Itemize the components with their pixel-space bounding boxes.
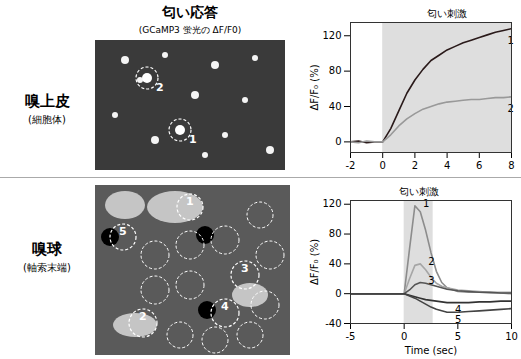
svg-text:ΔF/F₀ (%): ΔF/F₀ (%): [309, 239, 320, 285]
svg-text:1: 1: [186, 195, 194, 208]
svg-text:10: 10: [505, 331, 518, 342]
svg-text:ΔF/F₀ (%): ΔF/F₀ (%): [309, 64, 320, 110]
svg-text:120: 120: [322, 198, 341, 209]
svg-text:3: 3: [428, 275, 434, 286]
svg-text:4: 4: [444, 160, 450, 171]
svg-text:120: 120: [322, 30, 341, 41]
html-text:(軸索末端): (軸索末端): [23, 262, 71, 273]
html-text:(GCaMP3 蛍光の ΔF/F0): (GCaMP3 蛍光の ΔF/F0): [138, 25, 242, 35]
svg-text:0: 0: [335, 136, 341, 147]
svg-text:3: 3: [241, 262, 249, 275]
svg-text:2: 2: [508, 103, 514, 114]
svg-text:2: 2: [156, 81, 164, 94]
svg-text:4: 4: [455, 303, 462, 315]
svg-text:2: 2: [139, 310, 147, 323]
svg-text:6: 6: [476, 160, 482, 171]
svg-text:0: 0: [401, 331, 407, 342]
svg-text:-5: -5: [346, 331, 356, 342]
svg-text:80: 80: [329, 65, 342, 76]
svg-text:-40: -40: [325, 318, 341, 329]
svg-text:80: 80: [329, 228, 342, 239]
svg-text:40: 40: [329, 258, 342, 269]
html-text:嗅球: 嗅球: [32, 240, 62, 258]
svg-text:-2: -2: [346, 160, 356, 171]
svg-text:匂い刺激: 匂い刺激: [399, 186, 439, 197]
svg-text:5: 5: [455, 314, 461, 325]
svg-text:匂い刺激: 匂い刺激: [427, 8, 467, 19]
svg-text:Time (sec): Time (sec): [404, 345, 457, 356]
html-text:(細胞体): (細胞体): [28, 114, 66, 125]
html-text:匂い応答: 匂い応答: [162, 4, 218, 20]
svg-text:4: 4: [221, 300, 229, 313]
svg-text:2: 2: [428, 256, 434, 267]
svg-text:1: 1: [423, 198, 429, 209]
svg-text:5: 5: [455, 331, 461, 342]
svg-text:8: 8: [508, 160, 514, 171]
svg-text:1: 1: [189, 133, 197, 146]
svg-text:1: 1: [508, 35, 514, 46]
svg-text:0: 0: [380, 160, 386, 171]
svg-text:2: 2: [412, 160, 418, 171]
html-text:嗅上皮: 嗅上皮: [24, 92, 70, 110]
svg-text:0: 0: [335, 288, 341, 299]
svg-text:5: 5: [119, 225, 127, 238]
svg-text:40: 40: [329, 101, 342, 112]
